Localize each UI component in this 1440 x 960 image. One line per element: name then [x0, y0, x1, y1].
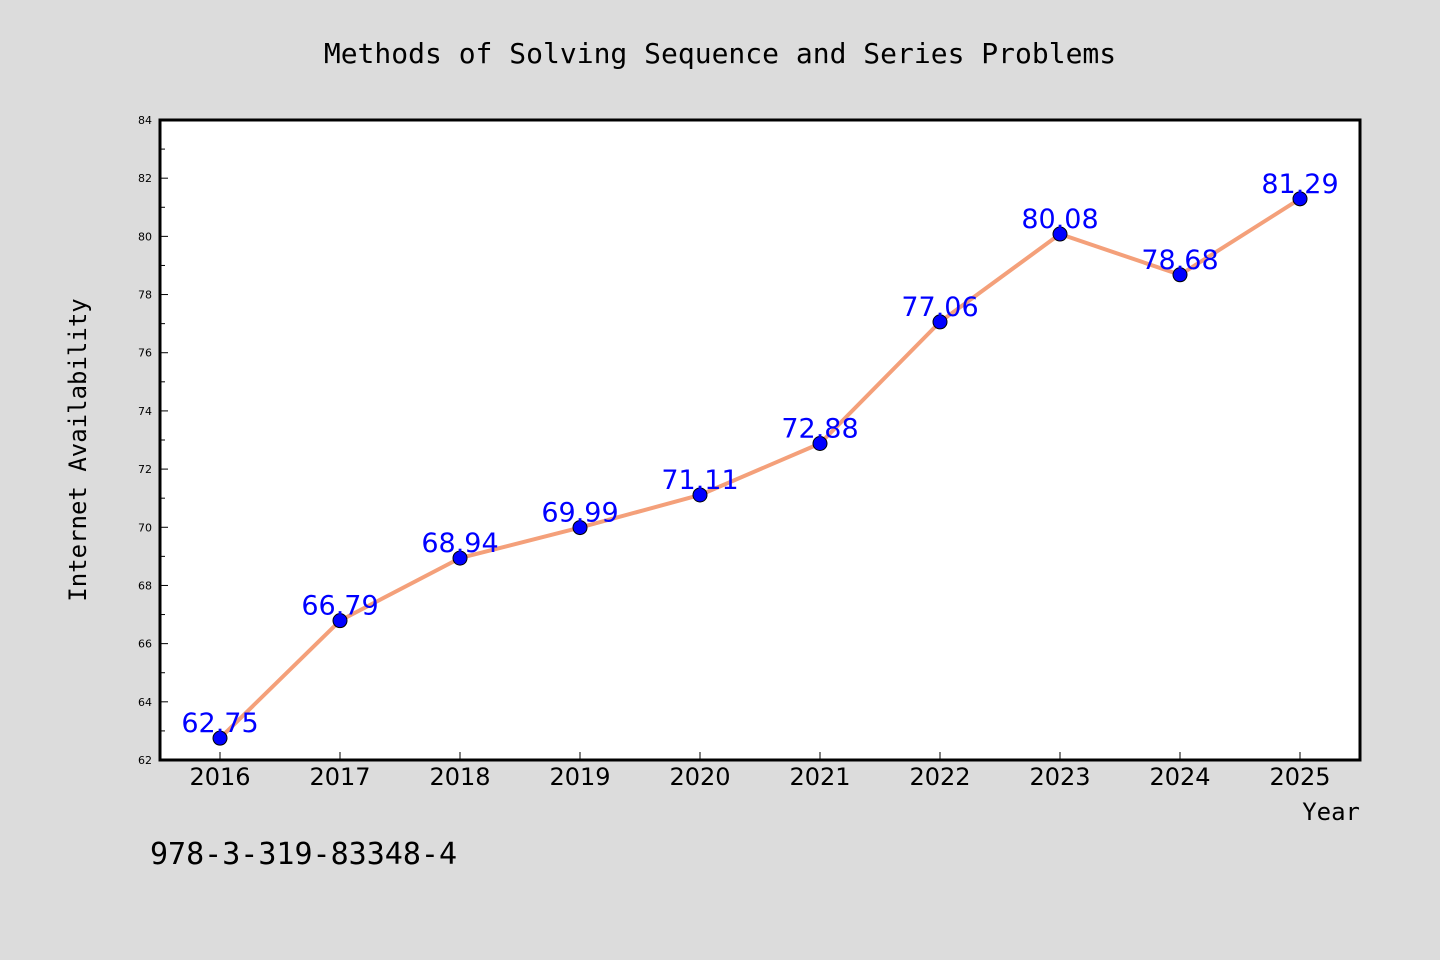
x-tick-label: 2019: [549, 763, 610, 791]
data-label: 72.88: [781, 413, 858, 444]
y-tick-label: 84: [138, 114, 152, 127]
data-label: 69.99: [541, 498, 618, 529]
data-label: 66.79: [301, 591, 378, 622]
data-label: 77.06: [901, 292, 978, 323]
x-tick-label: 2021: [789, 763, 850, 791]
series-layer: 62.75 66.79 68.94 69.99 71.11 72.88 77.06 80.08…: [181, 169, 1339, 746]
data-label: 78.68: [1141, 245, 1218, 276]
y-tick-label: 82: [138, 172, 152, 185]
data-label: 62.75: [181, 708, 258, 739]
data-point: [572, 520, 588, 536]
y-tick-label: 66: [138, 638, 152, 651]
data-point: [1052, 226, 1068, 242]
data-point: [1292, 191, 1308, 207]
x-tick-label: 2024: [1149, 763, 1210, 791]
data-label: 80.08: [1021, 204, 1098, 235]
data-point: [452, 550, 468, 566]
y-tick-label: 62: [138, 754, 152, 767]
isbn-annotation: 978-3-319-83348-4: [150, 837, 457, 872]
data-point: [812, 435, 828, 451]
y-tick-label: 78: [138, 289, 152, 302]
y-tick-label: 68: [138, 579, 152, 592]
x-tick-label: 2025: [1269, 763, 1330, 791]
x-axis: 2016 2017 2018 2019 2020 2021 2022 2023 2024 2025: [189, 752, 1331, 791]
y-axis-label: Internet Availability: [64, 298, 92, 601]
data-label: 71.11: [661, 465, 738, 496]
data-point: [1172, 267, 1188, 283]
x-tick-label: 2020: [669, 763, 730, 791]
y-tick-label: 64: [138, 696, 152, 709]
x-axis-label: Year: [1302, 798, 1360, 826]
data-point: [332, 613, 348, 629]
y-axis: 62 64 66 68 70 72 74 76 78 80 82 84: [138, 114, 168, 767]
y-tick-label: 74: [138, 405, 152, 418]
y-tick-label: 76: [138, 347, 152, 360]
x-tick-label: 2022: [909, 763, 970, 791]
y-tick-label: 80: [138, 230, 152, 243]
x-tick-label: 2023: [1029, 763, 1090, 791]
plot-area: [158, 118, 1362, 762]
y-tick-label: 72: [138, 463, 152, 476]
data-label: 68.94: [421, 528, 498, 559]
series-line: [218, 196, 1302, 741]
data-point: [932, 314, 948, 330]
data-point: [212, 730, 228, 746]
data-label: 81.29: [1261, 169, 1338, 200]
x-tick-label: 2017: [309, 763, 370, 791]
y-tick-label: 70: [138, 521, 152, 534]
chart-title: Methods of Solving Sequence and Series P…: [324, 37, 1116, 70]
x-tick-label: 2018: [429, 763, 490, 791]
data-point: [692, 487, 708, 503]
x-tick-label: 2016: [189, 763, 250, 791]
